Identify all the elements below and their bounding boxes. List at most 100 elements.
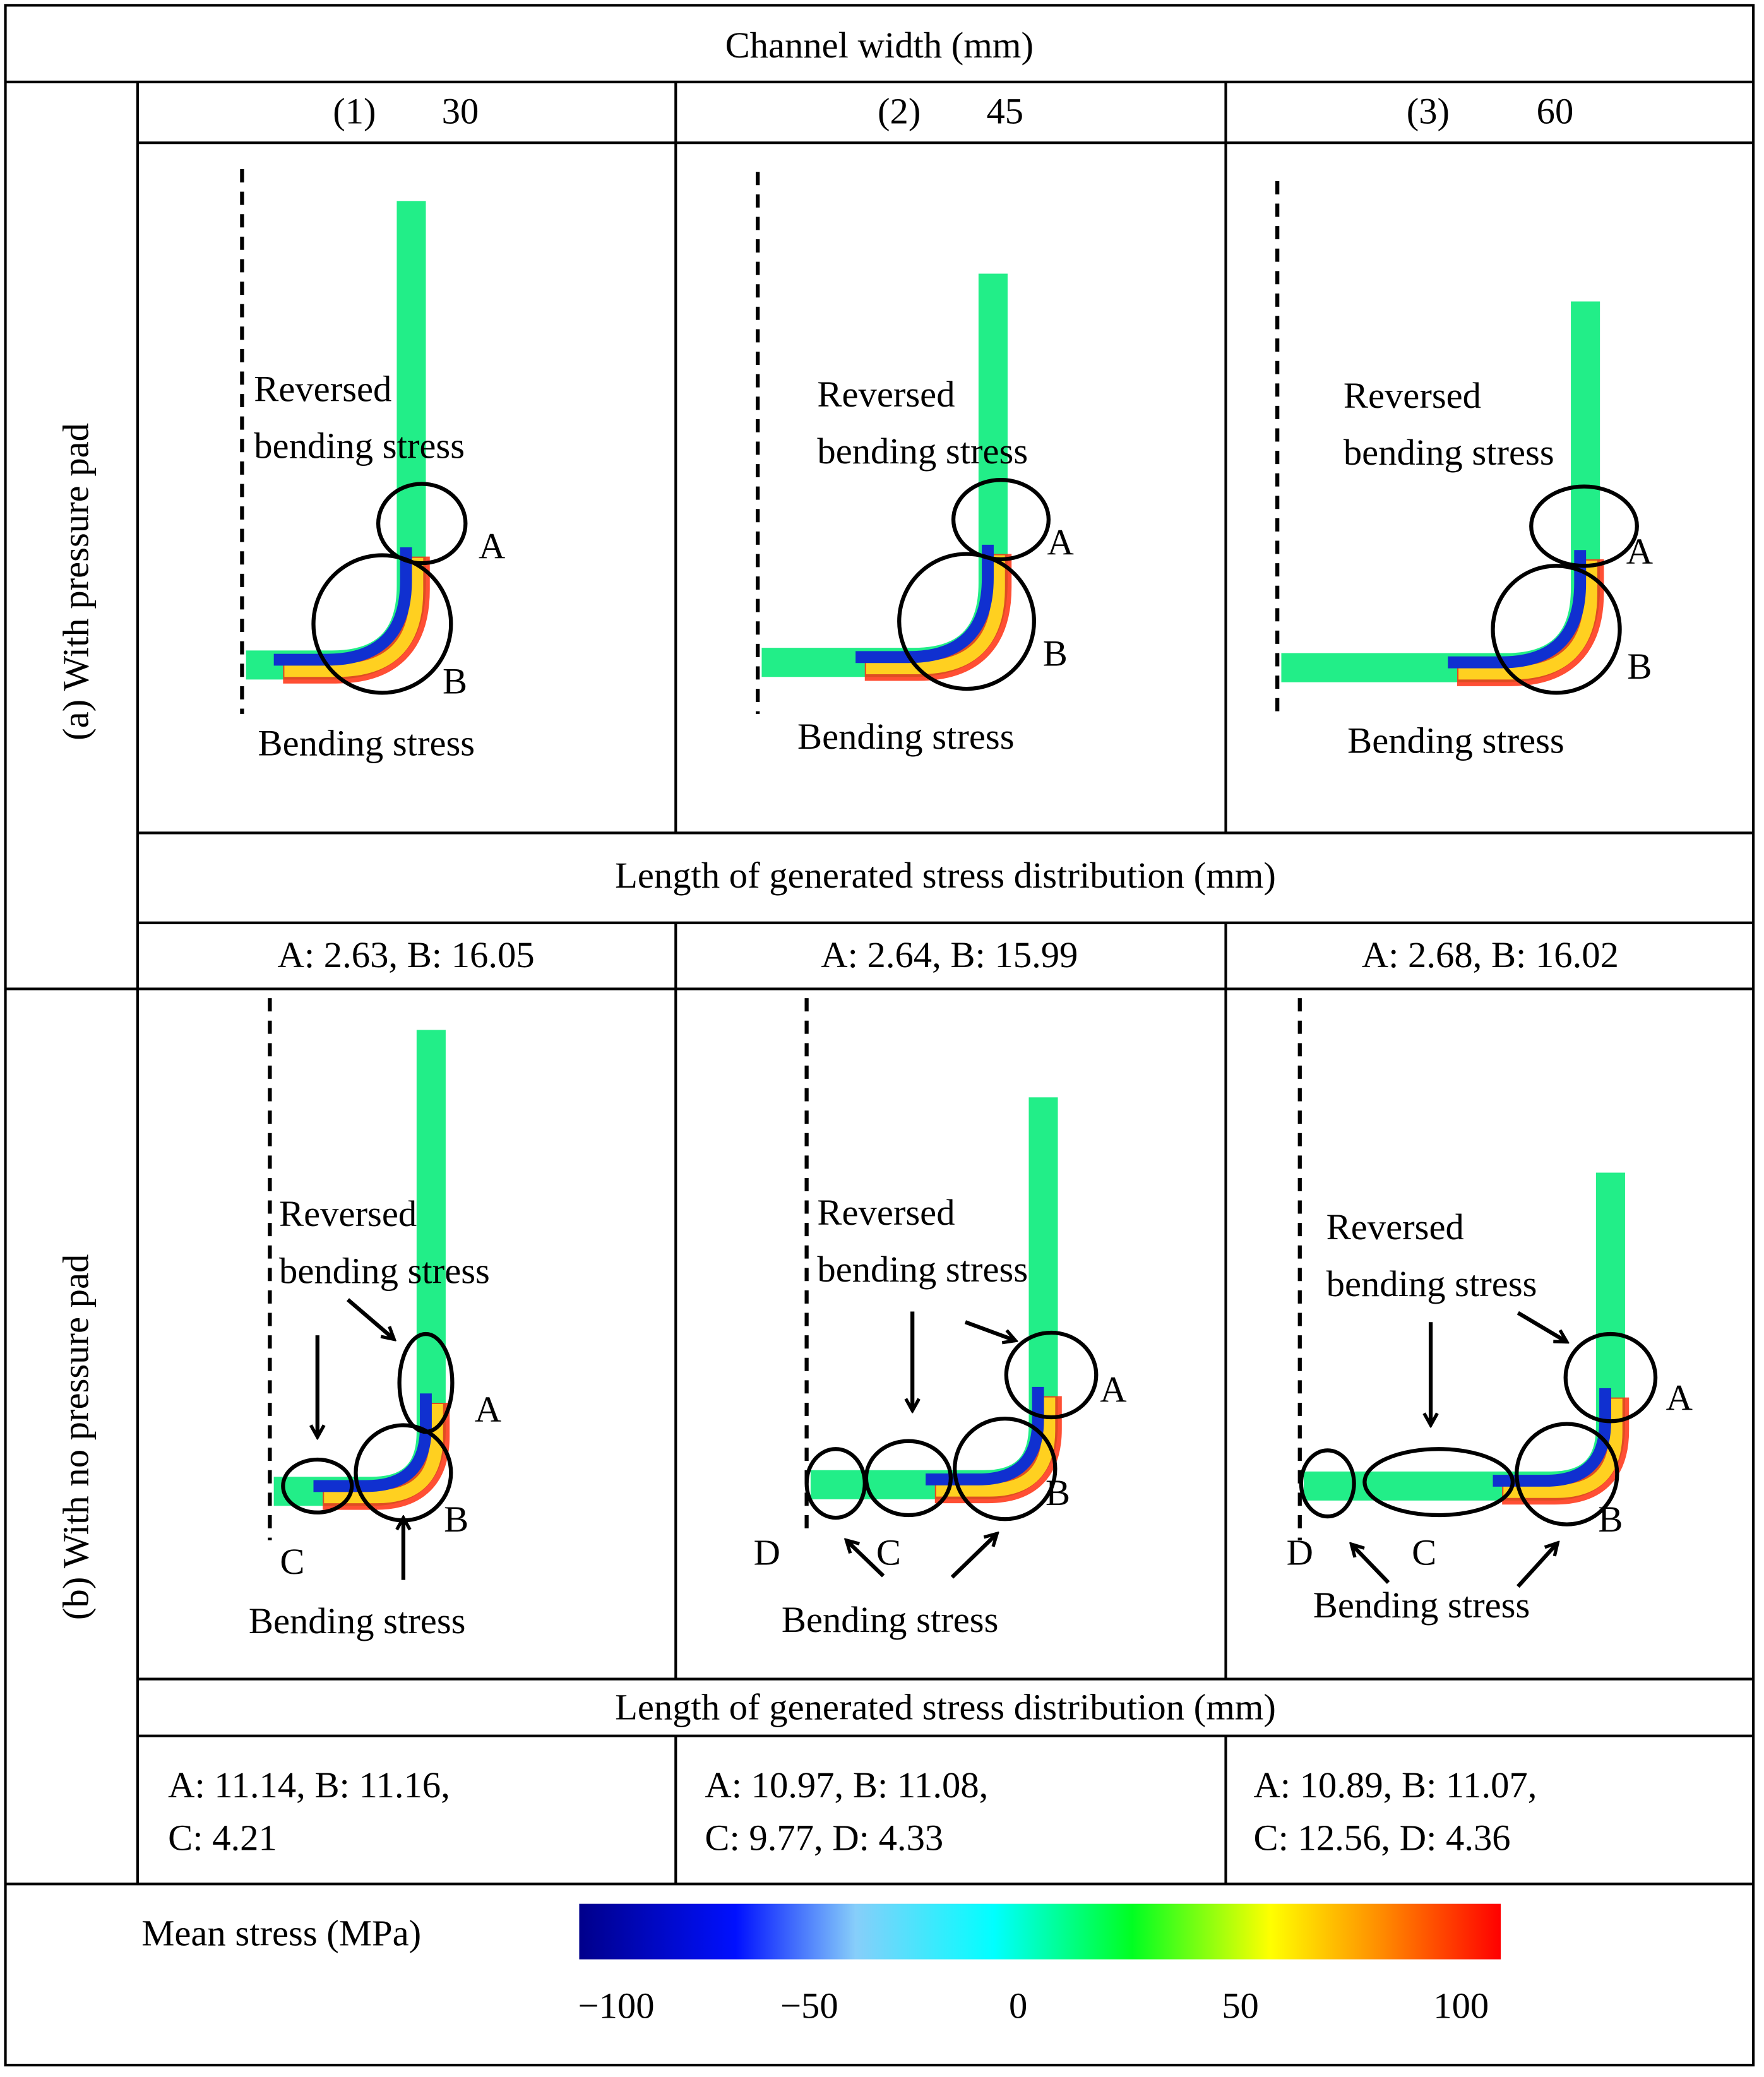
stress-inner (926, 1386, 1044, 1485)
column-index: (2) (878, 91, 921, 132)
blank-strip (810, 1097, 1058, 1499)
colorbar-tick-label: 0 (1009, 1985, 1027, 2026)
length-value: A: 2.63, B: 16.05 (278, 934, 535, 975)
length-title: Length of generated stress distribution … (615, 1686, 1276, 1727)
row-label: (a) With pressure pad (55, 423, 96, 741)
column-width: 30 (442, 91, 479, 132)
annotation: Bending stress (1313, 1585, 1530, 1626)
annotation: bending stress (254, 425, 465, 466)
annotation: bending stress (1344, 432, 1554, 473)
annotation: Bending stress (782, 1599, 999, 1640)
annotation: bending stress (817, 1249, 1028, 1290)
region-marker: B (443, 660, 467, 701)
column-width: 45 (986, 91, 1023, 132)
stress-mid (1458, 560, 1597, 680)
stress-mid (1503, 1398, 1623, 1498)
legend-label: Mean stress (MPa) (141, 1912, 421, 1953)
header-title: Channel width (mm) (725, 25, 1034, 66)
region-circle (953, 1416, 1058, 1521)
arrow (346, 1298, 394, 1340)
stress-inner (1493, 1388, 1611, 1487)
region-circle (1529, 484, 1639, 568)
region-marker: A (475, 1389, 501, 1430)
region-marker: B (1043, 633, 1068, 674)
region-marker: B (444, 1499, 468, 1540)
annotation: Reversed (817, 1192, 955, 1233)
length-value: C: 9.77, D: 4.33 (705, 1818, 943, 1859)
colorbar-tick-label: 100 (1433, 1985, 1489, 2026)
region-circle (376, 482, 468, 566)
arrow (1351, 1544, 1390, 1584)
annotation: bending stress (817, 431, 1028, 472)
arrow (1517, 1311, 1566, 1342)
rules (5, 80, 1754, 1886)
annotation: Bending stress (797, 716, 1015, 757)
region-marker: A (1047, 521, 1074, 562)
stress-inner (855, 544, 994, 664)
length-value: C: 12.56, D: 4.36 (1253, 1818, 1510, 1859)
stress-inner (273, 547, 412, 666)
region-circle (311, 553, 453, 695)
arrow (846, 1540, 885, 1578)
stress-mid (866, 555, 1005, 675)
annotation: Bending stress (258, 723, 475, 764)
region-marker: D (754, 1532, 780, 1573)
length-title: Length of generated stress distribution … (615, 855, 1276, 896)
colorbar-tick-label: 50 (1222, 1985, 1259, 2026)
region-marker: C (1412, 1532, 1436, 1573)
region-marker: D (1287, 1532, 1313, 1573)
column-index: (3) (1407, 91, 1450, 132)
region-circle (1362, 1447, 1515, 1518)
annotation: Bending stress (249, 1600, 466, 1641)
region-circle (281, 1457, 354, 1515)
column-width: 60 (1537, 91, 1574, 132)
length-value: A: 2.68, B: 16.02 (1362, 934, 1619, 975)
outer-border (4, 4, 1755, 2067)
region-circle (1515, 1422, 1619, 1527)
colorbar-tick-label: −100 (578, 1985, 655, 2026)
stress-mid (284, 557, 424, 677)
length-value: A: 11.14, B: 11.16, (168, 1765, 450, 1806)
region-marker: A (479, 526, 505, 567)
annotation: Reversed (254, 368, 391, 409)
region-circle (897, 552, 1036, 691)
region-marker: A (1626, 531, 1653, 572)
stress-inner (313, 1393, 432, 1492)
length-value: A: 2.64, B: 15.99 (821, 934, 1078, 975)
length-value: C: 4.21 (168, 1818, 277, 1859)
region-marker: A (1100, 1369, 1126, 1410)
annotation: bending stress (1326, 1263, 1537, 1304)
annotation: Reversed (279, 1193, 417, 1234)
row-label: (b) With no pressure pad (55, 1254, 96, 1620)
stress-inner (1448, 550, 1587, 669)
arrow (950, 1533, 997, 1579)
stress-mid (936, 1397, 1056, 1497)
annotation: Bending stress (1347, 720, 1564, 761)
arrow (964, 1320, 1016, 1340)
length-value: A: 10.89, B: 11.07, (1253, 1765, 1537, 1806)
region-circle (951, 478, 1051, 561)
region-circle (804, 1447, 867, 1520)
region-circle (1563, 1331, 1658, 1424)
region-marker: B (1627, 646, 1652, 687)
colorbar (579, 1903, 1501, 1960)
region-marker: C (280, 1541, 304, 1582)
region-marker: C (876, 1532, 901, 1573)
region-circle (1299, 1448, 1356, 1519)
annotation: bending stress (279, 1250, 490, 1291)
blank-strip (1281, 301, 1600, 682)
region-marker: A (1666, 1377, 1693, 1418)
region-marker: B (1046, 1472, 1070, 1513)
arrow (1516, 1543, 1558, 1588)
annotation: Reversed (1344, 375, 1481, 416)
annotation: Reversed (817, 374, 955, 415)
column-index: (1) (333, 91, 376, 132)
length-value: A: 10.97, B: 11.08, (705, 1765, 988, 1806)
region-circle (1004, 1330, 1099, 1420)
stress-mid (324, 1404, 443, 1504)
region-circle (1491, 564, 1622, 695)
annotation: Reversed (1326, 1206, 1464, 1247)
colorbar-tick-label: −50 (780, 1985, 838, 2026)
